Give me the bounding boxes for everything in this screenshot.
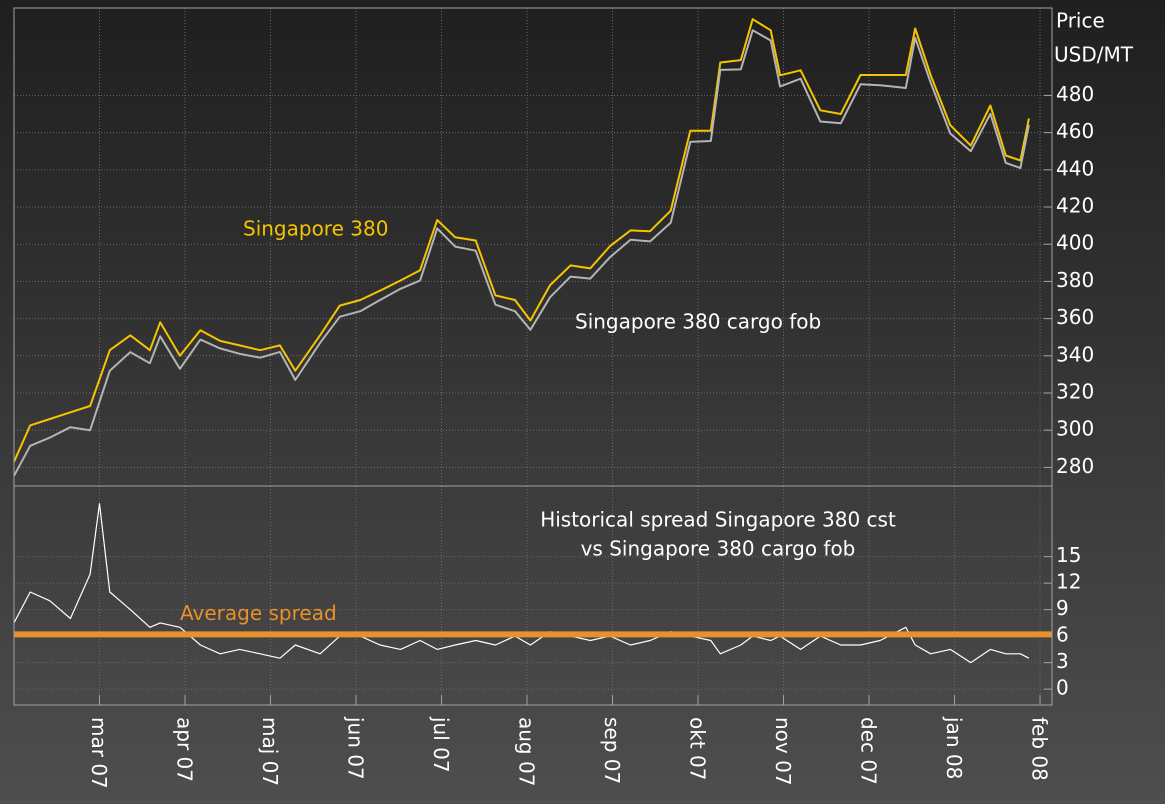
x-tick-label: nov 07 <box>771 717 795 786</box>
y-tick-label: 340 <box>1056 342 1094 366</box>
x-tick-label: apr 07 <box>173 717 197 782</box>
annotation: Historical spread Singapore 380 cst <box>540 508 896 532</box>
series-line <box>13 18 1030 463</box>
y-tick-label: 6 <box>1056 623 1069 647</box>
x-tick-label: aug 07 <box>515 717 539 786</box>
series-label: Singapore 380 cargo fob <box>575 310 821 334</box>
x-tick-label: maj 07 <box>258 717 282 786</box>
reference-label: Average spread <box>180 601 337 625</box>
y-tick-label: 0 <box>1056 676 1069 700</box>
y-tick-label: 420 <box>1056 194 1094 218</box>
x-tick-label: sep 07 <box>600 717 624 784</box>
series-line <box>13 29 1030 477</box>
y-tick-label: 320 <box>1056 380 1094 404</box>
series-label: Singapore 380 <box>243 217 388 241</box>
y-tick-label: 15 <box>1056 543 1081 567</box>
x-tick-label: okt 07 <box>686 717 710 780</box>
bottom-frame <box>13 485 1053 706</box>
y-tick-label: 440 <box>1056 156 1094 180</box>
y-tick-label: 380 <box>1056 268 1094 292</box>
x-tick-label: jul 07 <box>429 716 453 773</box>
y-tick-label: 300 <box>1056 417 1094 441</box>
y-tick-label: 400 <box>1056 231 1094 255</box>
x-tick-label: mar 07 <box>87 717 111 789</box>
y-axis-unit: USD/MT <box>1054 43 1134 67</box>
y-tick-label: 480 <box>1056 82 1094 106</box>
y-tick-label: 280 <box>1056 454 1094 478</box>
y-tick-label: 12 <box>1056 570 1081 594</box>
series-line <box>13 503 1030 664</box>
y-tick-label: 9 <box>1056 596 1069 620</box>
x-tick-label: jun 07 <box>344 716 368 780</box>
y-tick-label: 3 <box>1056 649 1069 673</box>
y-tick-label: 360 <box>1056 305 1094 329</box>
x-tick-label: jan 08 <box>942 716 966 779</box>
y-axis-label: Price <box>1056 9 1105 33</box>
marks-layer <box>13 18 1052 664</box>
x-tick-label: feb 08 <box>1028 717 1052 781</box>
annotation: vs Singapore 380 cargo fob <box>581 537 856 561</box>
y-tick-label: 460 <box>1056 119 1094 143</box>
x-tick-label: dec 07 <box>857 717 881 785</box>
